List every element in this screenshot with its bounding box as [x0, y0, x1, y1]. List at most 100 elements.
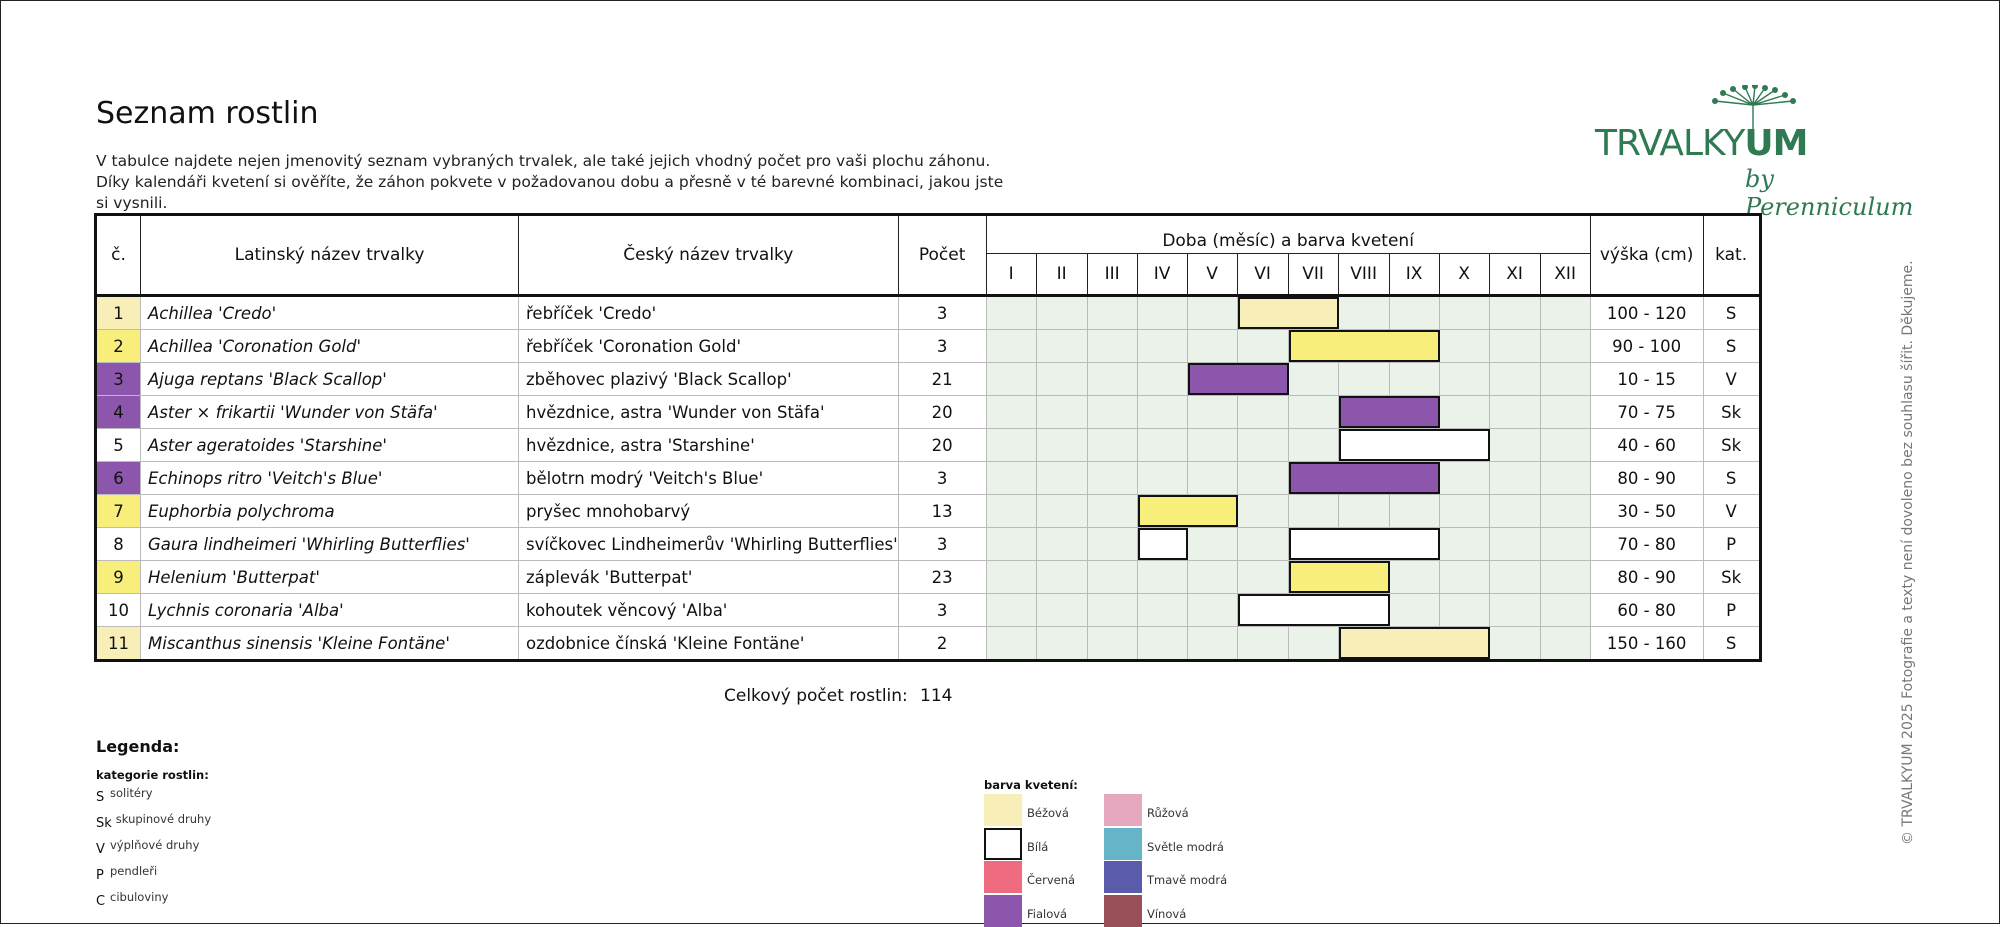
latin-name: Ajuga reptans 'Black Scallop' — [140, 362, 519, 396]
month-cell — [1136, 362, 1188, 396]
month-cell — [1388, 593, 1440, 627]
month-cell — [1287, 362, 1339, 396]
czech-name: kohoutek věncový 'Alba' — [518, 593, 899, 627]
month-cell — [1438, 560, 1490, 594]
color-swatch — [984, 894, 1022, 927]
month-header: I — [985, 253, 1037, 297]
category-code: S — [1702, 295, 1760, 330]
height-range: 30 - 50 — [1589, 494, 1704, 528]
category-code: C — [96, 894, 106, 909]
month-cell — [1236, 329, 1289, 363]
logo-wordmark: TRVALKYUM — [1595, 123, 1808, 164]
month-cell — [1035, 560, 1088, 594]
category-code: Sk — [1702, 428, 1760, 462]
latin-name: Aster × frikartii 'Wunder von Stäfa' — [140, 395, 519, 429]
bloom-bar — [1288, 330, 1440, 362]
month-cell — [1136, 428, 1188, 462]
row-number: 8 — [96, 527, 141, 561]
month-cell — [1236, 494, 1289, 528]
month-cell — [1337, 362, 1390, 396]
bloom-bar — [1338, 396, 1440, 428]
table-row: 3 Ajuga reptans 'Black Scallop' zběhovec p… — [96, 362, 1760, 396]
month-cell — [1337, 295, 1390, 330]
month-cell — [1539, 428, 1591, 462]
color-swatch — [1104, 861, 1142, 893]
month-cell — [1136, 527, 1188, 561]
month-cell — [1136, 461, 1188, 495]
month-cell — [1488, 494, 1541, 528]
brand-logo: TRVALKYUM by Perenniculum — [1595, 85, 1915, 221]
latin-name: Echinops ritro 'Veitch's Blue' — [140, 461, 519, 495]
row-number: 9 — [96, 560, 141, 594]
month-cell — [1488, 560, 1541, 594]
month-cell — [985, 362, 1037, 396]
month-cell — [1236, 461, 1289, 495]
month-cell — [1337, 626, 1490, 660]
month-cell — [1086, 494, 1138, 528]
bloom-bar — [1288, 462, 1440, 494]
height-range: 40 - 60 — [1589, 428, 1704, 462]
month-cell — [1287, 461, 1440, 495]
month-cell — [985, 527, 1037, 561]
month-cell — [1488, 593, 1541, 627]
czech-name: bělotrn modrý 'Veitch's Blue' — [518, 461, 899, 495]
month-cell — [1388, 295, 1440, 330]
month-cell — [1035, 395, 1088, 429]
czech-name: svíčkovec Lindheimerův 'Whirling Butterf… — [518, 527, 899, 561]
month-header: VII — [1287, 253, 1339, 297]
month-cell — [1337, 395, 1440, 429]
month-header: IX — [1388, 253, 1440, 297]
bloom-bar — [1288, 528, 1440, 560]
color-label: Bílá — [1027, 839, 1049, 854]
intro-text: V tabulce najdete nejen jmenovitý seznam… — [96, 152, 1004, 212]
month-cell — [1136, 295, 1188, 330]
color-label: Vínová — [1147, 906, 1187, 921]
height-range: 70 - 80 — [1589, 527, 1704, 561]
month-cell — [1388, 362, 1440, 396]
logo-subtitle: by Perenniculum — [1745, 165, 1914, 221]
month-cell — [1035, 362, 1088, 396]
row-number: 7 — [96, 494, 141, 528]
color-swatch — [984, 861, 1022, 893]
color-label: Růžová — [1147, 806, 1189, 820]
month-cell — [1287, 329, 1440, 363]
category-code: S — [1702, 626, 1760, 660]
row-number: 11 — [96, 626, 141, 660]
month-cell — [1388, 560, 1440, 594]
height-range: 150 - 160 — [1589, 626, 1704, 660]
month-header: X — [1438, 253, 1490, 297]
category-code: V — [1702, 362, 1760, 396]
month-cell — [1086, 560, 1138, 594]
month-cell — [1488, 295, 1541, 330]
month-cell — [985, 560, 1037, 594]
plant-count: 20 — [897, 395, 987, 429]
month-cell — [1136, 329, 1188, 363]
month-cell — [1136, 560, 1188, 594]
header-height: výška (cm) — [1589, 215, 1704, 297]
color-label: Tmavě modrá — [1147, 873, 1228, 887]
bloom-bar — [1288, 561, 1390, 593]
month-cell — [1438, 362, 1490, 396]
plant-count: 23 — [897, 560, 987, 594]
color-swatch — [1104, 894, 1142, 927]
month-cell — [1236, 428, 1289, 462]
month-header: III — [1086, 253, 1138, 297]
month-cell — [1287, 626, 1339, 660]
color-label: Červená — [1027, 873, 1076, 887]
color-swatch — [1104, 794, 1142, 826]
month-cell — [1136, 395, 1188, 429]
month-cell — [1086, 362, 1138, 396]
row-number: 3 — [96, 362, 141, 396]
table-row: 10 Lychnis coronaria 'Alba' kohoutek věnco… — [96, 593, 1760, 627]
month-cell — [1488, 362, 1541, 396]
month-cell — [1035, 494, 1088, 528]
latin-name: Gaura lindheimeri 'Whirling Butterflies' — [140, 527, 519, 561]
month-cell — [1236, 295, 1339, 330]
month-cell — [1236, 593, 1390, 627]
month-cell — [1488, 395, 1541, 429]
bloom-bar — [1237, 594, 1390, 626]
month-cell — [1035, 593, 1088, 627]
header-czech: Český název trvalky — [518, 215, 899, 297]
category-code: Sk — [1702, 560, 1760, 594]
